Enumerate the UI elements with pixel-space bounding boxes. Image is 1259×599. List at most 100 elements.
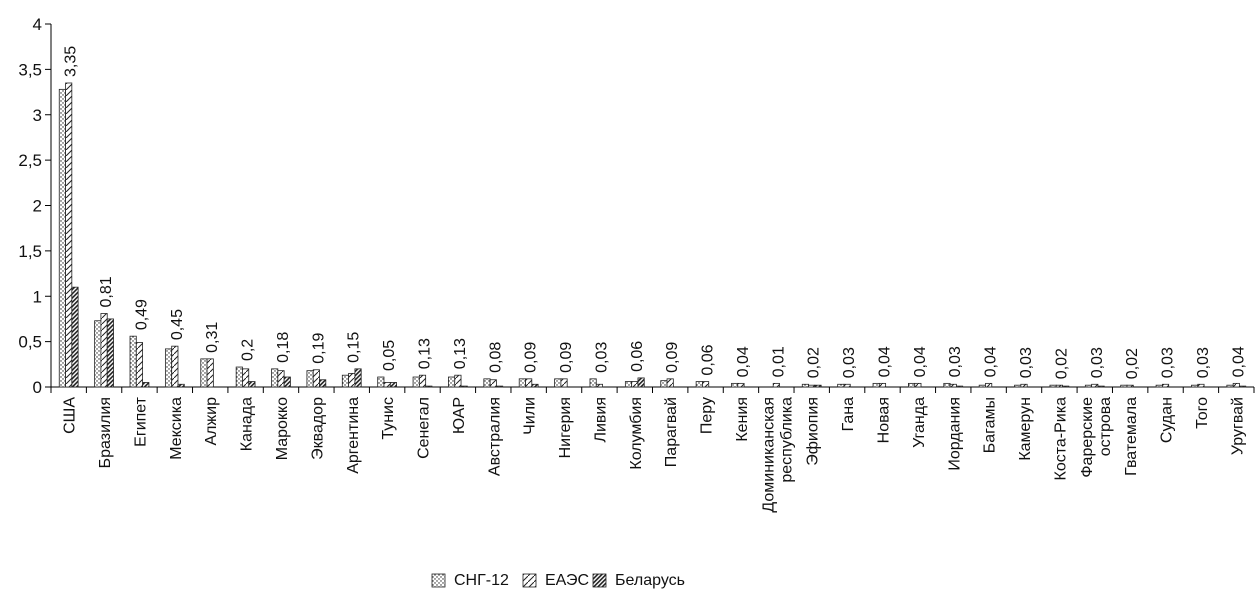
bar-dense-diagonal xyxy=(637,377,645,388)
bar-dense-diagonal xyxy=(814,384,822,388)
bar-dots xyxy=(1191,384,1199,388)
bar-diagonal xyxy=(737,382,745,388)
bar-dots xyxy=(412,376,420,388)
bar-dense-diagonal xyxy=(106,318,114,388)
data-label: 0,15 xyxy=(346,332,363,363)
category-label: Кения xyxy=(734,397,751,442)
data-label: 0,13 xyxy=(452,338,469,369)
bar-dots xyxy=(624,381,633,388)
y-tick-label: 3,5 xyxy=(18,60,42,79)
category-label: Чили xyxy=(522,397,539,435)
data-label: 0,19 xyxy=(310,333,327,364)
category-label: Канада xyxy=(239,397,256,451)
legend-label: ЕАЭС xyxy=(545,572,589,589)
bar-dense-diagonal xyxy=(531,383,539,388)
legend-label: СНГ-12 xyxy=(454,572,509,589)
data-label: 0,06 xyxy=(700,344,717,375)
bar-dense-diagonal xyxy=(389,382,397,388)
bar-diagonal xyxy=(1055,384,1063,388)
category-label: Фарерские xyxy=(1079,397,1096,478)
bar-dense-diagonal xyxy=(248,381,256,388)
bar-dots xyxy=(589,378,597,388)
data-label: 0,04 xyxy=(983,346,1000,377)
bar-dots xyxy=(801,383,809,388)
bar-diagonal xyxy=(808,384,816,388)
bar-dots xyxy=(164,348,173,388)
bar-diagonal xyxy=(242,368,250,388)
category-label: Гватемала xyxy=(1123,397,1140,476)
bar-diagonal xyxy=(418,374,427,388)
category-label: Тунис xyxy=(380,397,397,440)
bar-diagonal xyxy=(914,382,922,388)
data-label: 0,31 xyxy=(204,322,221,353)
bar-dense-diagonal xyxy=(425,385,433,388)
category-label: Перу xyxy=(699,397,716,434)
category-label: Того xyxy=(1194,397,1211,429)
data-label: 0,05 xyxy=(381,340,398,371)
data-label: 0,02 xyxy=(1053,348,1070,379)
legend-swatch-dense-diagonal xyxy=(592,573,607,588)
bar-dots xyxy=(200,358,208,388)
bar-diagonal xyxy=(560,378,568,388)
bar-dense-diagonal xyxy=(1097,385,1105,388)
bar-dense-diagonal xyxy=(1062,385,1070,388)
data-label: 0,09 xyxy=(523,342,540,373)
bar-dots xyxy=(518,378,526,388)
bar-diagonal xyxy=(1232,382,1240,388)
bar-dense-diagonal xyxy=(956,385,964,388)
y-tick-label: 0 xyxy=(33,378,42,397)
bar-dense-diagonal xyxy=(319,379,327,388)
category-label: Марокко xyxy=(274,397,291,460)
category-label: Гана xyxy=(840,397,857,432)
category-label: Уругвай xyxy=(1229,397,1246,455)
data-label: 0,08 xyxy=(487,342,504,373)
data-labels: 3,35 0,81 0,49 0,45 0,31 0,2 0,18 0,19 0,15 0,05 0… xyxy=(63,46,1248,379)
y-tick-label: 3 xyxy=(33,106,42,125)
bar-dots xyxy=(943,382,951,388)
data-label: 0,03 xyxy=(947,346,964,377)
y-tick-label: 1,5 xyxy=(18,242,42,261)
y-tick-label: 2,5 xyxy=(18,151,42,170)
category-label: Новая xyxy=(875,397,892,443)
bar-diagonal xyxy=(595,383,603,388)
bar-dots xyxy=(837,383,845,388)
bar-dots xyxy=(1014,384,1022,388)
bar-diagonal xyxy=(383,382,391,388)
bar-dots xyxy=(94,320,102,388)
bar-dots xyxy=(448,376,456,388)
bar-dense-diagonal xyxy=(460,385,468,388)
bar-diagonal xyxy=(65,82,73,388)
bar-diagonal xyxy=(1020,383,1028,388)
data-label: 0,04 xyxy=(1230,346,1247,377)
bar-dots xyxy=(483,378,491,388)
data-label: 0,04 xyxy=(735,346,752,377)
data-label: 3,35 xyxy=(63,46,80,77)
bar-dots xyxy=(235,366,243,388)
bar-diagonal xyxy=(454,374,462,388)
data-label: 0,45 xyxy=(169,309,186,340)
data-label: 0,03 xyxy=(1089,347,1106,378)
bar-diagonal xyxy=(1161,383,1170,388)
bar-dots xyxy=(731,382,739,388)
bar-diagonal xyxy=(1197,383,1205,388)
category-label: США xyxy=(62,397,79,434)
bar-diagonal xyxy=(348,372,356,388)
legend-swatch-dots xyxy=(431,573,446,588)
bar-dots xyxy=(660,380,668,388)
data-label: 0,04 xyxy=(912,346,929,377)
category-label: Австралия xyxy=(486,397,503,476)
bar-diagonal xyxy=(843,383,851,388)
category-label: ЮАР xyxy=(451,397,468,434)
bar-dots xyxy=(271,368,279,388)
data-label: 0,18 xyxy=(275,332,292,363)
bar-diagonal xyxy=(206,358,214,388)
category-label: Колумбия xyxy=(628,397,645,470)
bar-dense-diagonal xyxy=(496,385,504,388)
y-tick-label: 0,5 xyxy=(18,333,42,352)
bar-diagonal xyxy=(1091,383,1099,388)
y-tick-label: 2 xyxy=(33,197,42,216)
bar-diagonal xyxy=(312,369,320,388)
bar-diagonal xyxy=(171,345,179,388)
bars xyxy=(58,82,1247,388)
